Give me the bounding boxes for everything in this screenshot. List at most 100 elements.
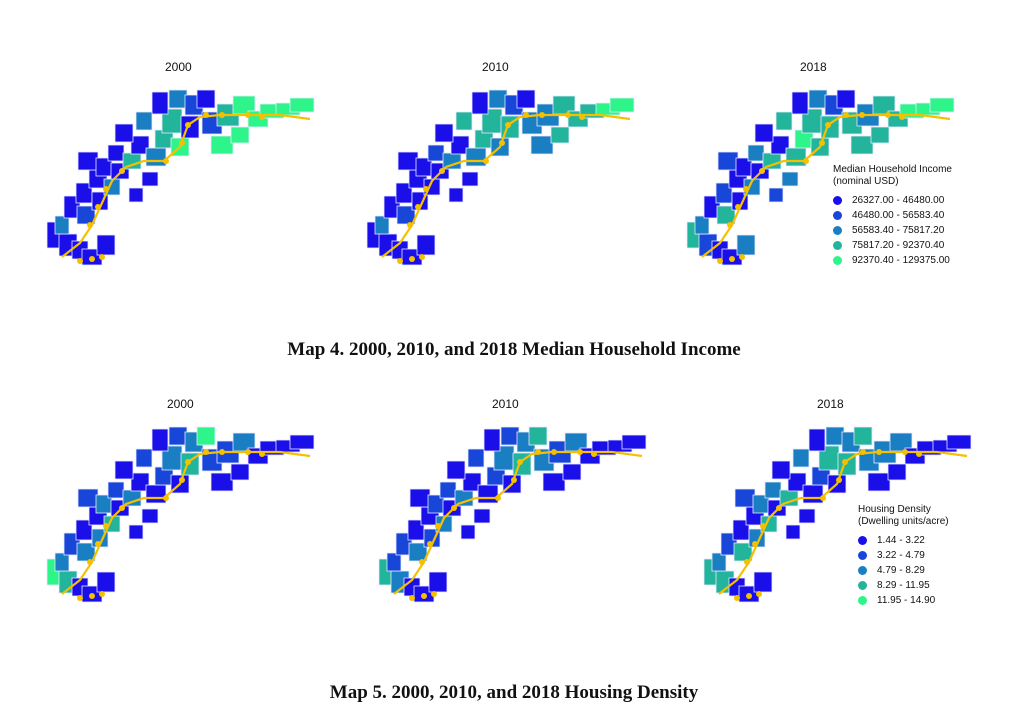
legend-label: 4.79 - 8.29 bbox=[877, 564, 925, 576]
transit-station bbox=[876, 449, 882, 455]
transit-station bbox=[163, 495, 169, 501]
transit-station bbox=[902, 449, 908, 455]
census-tract bbox=[946, 434, 972, 450]
map4-legend-title: Median Household Income (nominal USD) bbox=[833, 164, 952, 188]
map5-legend-title: Housing Density (Dwelling units/acre) bbox=[858, 504, 949, 528]
transit-station bbox=[819, 140, 825, 146]
census-tract bbox=[887, 463, 907, 481]
census-tract bbox=[77, 151, 99, 171]
census-tract bbox=[439, 481, 457, 499]
transit-station bbox=[87, 559, 93, 565]
transit-station bbox=[409, 595, 415, 601]
census-tract bbox=[500, 426, 520, 446]
census-tract bbox=[428, 571, 448, 593]
transit-station bbox=[739, 254, 745, 260]
census-tract bbox=[768, 187, 784, 203]
census-tract bbox=[54, 552, 70, 572]
census-tract bbox=[853, 426, 873, 446]
transit-station bbox=[577, 449, 583, 455]
map5-panel-2010-title: 2010 bbox=[492, 397, 519, 411]
transit-station bbox=[119, 505, 125, 511]
census-tract bbox=[542, 472, 566, 492]
map5-panel-2018-title: 2018 bbox=[817, 397, 844, 411]
transit-station bbox=[743, 186, 749, 192]
census-tract bbox=[792, 448, 810, 468]
census-tract bbox=[135, 111, 153, 131]
transit-station bbox=[483, 158, 489, 164]
census-tract-layer bbox=[366, 89, 635, 266]
census-tract bbox=[694, 215, 710, 235]
census-tract bbox=[168, 89, 188, 109]
census-tract-layer bbox=[378, 426, 647, 603]
map4-legend-title-line1: Median Household Income bbox=[833, 164, 952, 175]
census-tract bbox=[791, 91, 809, 115]
transit-station bbox=[103, 186, 109, 192]
legend-label: 75817.20 - 92370.40 bbox=[852, 239, 945, 251]
census-tract bbox=[210, 135, 234, 155]
map4-legend: Median Household Income (nominal USD) 26… bbox=[833, 164, 952, 268]
transit-station bbox=[511, 477, 517, 483]
transit-station bbox=[760, 523, 766, 529]
census-tract bbox=[850, 135, 874, 155]
census-tract bbox=[530, 135, 554, 155]
census-tract bbox=[747, 144, 765, 162]
census-tract bbox=[787, 472, 807, 492]
transit-station bbox=[427, 541, 433, 547]
transit-station bbox=[717, 258, 723, 264]
census-tract bbox=[473, 508, 491, 524]
legend-label: 11.95 - 14.90 bbox=[877, 594, 936, 606]
map4-legend-title-line2: (nominal USD) bbox=[833, 176, 899, 187]
census-tract bbox=[130, 135, 150, 155]
map5-legend-item: 4.79 - 8.29 bbox=[858, 563, 949, 578]
transit-station bbox=[735, 204, 741, 210]
transit-station bbox=[423, 186, 429, 192]
map5-legend-item: 3.22 - 4.79 bbox=[858, 548, 949, 563]
census-tract bbox=[427, 144, 445, 162]
transit-station bbox=[885, 112, 891, 118]
transit-station bbox=[820, 495, 826, 501]
transit-station bbox=[859, 112, 865, 118]
legend-label: 56583.40 - 75817.20 bbox=[852, 224, 945, 236]
census-tract bbox=[870, 126, 890, 144]
census-tract bbox=[446, 460, 466, 480]
census-tract bbox=[130, 472, 150, 492]
census-tract bbox=[151, 91, 169, 115]
transit-station bbox=[89, 256, 95, 262]
map5-legend: Housing Density (Dwelling units/acre) 1.… bbox=[858, 504, 949, 608]
census-tract bbox=[196, 426, 216, 446]
census-tract bbox=[528, 426, 548, 446]
transit-station bbox=[409, 256, 415, 262]
map4-legend-item: 56583.40 - 75817.20 bbox=[833, 223, 952, 238]
transit-station bbox=[77, 595, 83, 601]
transit-station bbox=[734, 595, 740, 601]
census-tract bbox=[289, 434, 315, 450]
census-tract bbox=[462, 472, 482, 492]
census-tract bbox=[785, 524, 801, 540]
census-tract bbox=[289, 97, 315, 113]
census-tract bbox=[76, 542, 96, 562]
transit-station bbox=[219, 112, 225, 118]
census-tract bbox=[798, 508, 816, 524]
legend-swatch bbox=[858, 566, 867, 575]
map4-panel-2010-map bbox=[366, 89, 635, 266]
transit-station bbox=[451, 505, 457, 511]
transit-station bbox=[419, 559, 425, 565]
transit-station bbox=[163, 158, 169, 164]
census-tract bbox=[516, 89, 536, 109]
census-tract bbox=[168, 426, 188, 446]
census-tract bbox=[434, 123, 454, 143]
transit-station bbox=[579, 114, 585, 120]
transit-station bbox=[179, 477, 185, 483]
census-tract bbox=[396, 205, 416, 225]
census-tract bbox=[128, 187, 144, 203]
census-tract-layer bbox=[46, 426, 315, 603]
transit-station bbox=[259, 114, 265, 120]
legend-swatch bbox=[858, 551, 867, 560]
legend-label: 1.44 - 3.22 bbox=[877, 534, 925, 546]
map4-panel-2018-title: 2018 bbox=[800, 60, 827, 74]
transit-station bbox=[245, 112, 251, 118]
census-tract bbox=[609, 97, 635, 113]
census-tract bbox=[754, 123, 774, 143]
census-tract bbox=[753, 571, 773, 593]
census-tract bbox=[450, 135, 470, 155]
